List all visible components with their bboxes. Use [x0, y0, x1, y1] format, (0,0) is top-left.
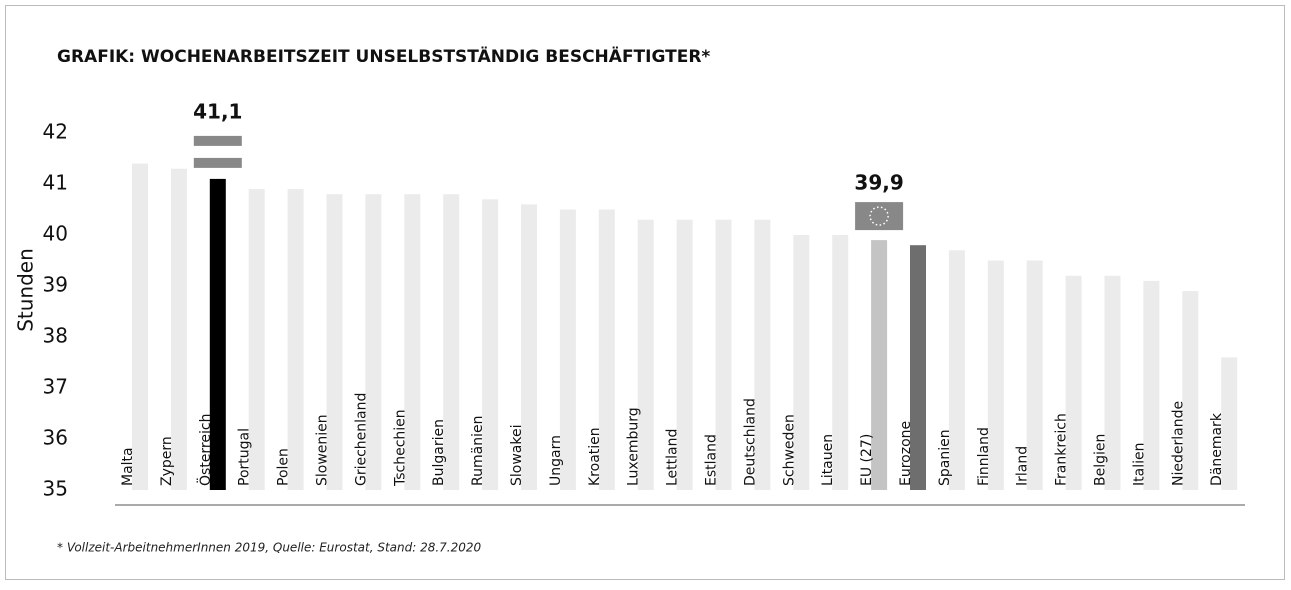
- bar: [248, 189, 265, 490]
- bar: [1065, 275, 1082, 490]
- bar: [559, 209, 576, 490]
- x-tick-label: Niederlande: [1170, 401, 1186, 486]
- value-label: 41,1: [193, 99, 242, 123]
- x-tick-label: Eurozone: [898, 421, 914, 486]
- flag-stripe: [193, 157, 242, 168]
- bar: [832, 235, 849, 490]
- x-tick-label: Irland: [1015, 446, 1031, 486]
- eu-flag: [855, 202, 904, 231]
- x-tick-label: Belgien: [1093, 434, 1109, 486]
- bar: [482, 199, 499, 491]
- y-tick-label: 42: [43, 120, 68, 144]
- x-tick-label: Estland: [704, 434, 720, 486]
- y-tick-label: 40: [43, 222, 68, 246]
- x-tick-label: Litauen: [820, 434, 836, 486]
- flag-stripe: [193, 135, 242, 146]
- bar: [1104, 275, 1121, 490]
- x-tick-label: Griechenland: [353, 393, 369, 486]
- x-tick-label: Frankreich: [1054, 413, 1070, 486]
- bar: [910, 245, 926, 490]
- footnote: * Vollzeit-ArbeitnehmerInnen 2019, Quell…: [57, 541, 482, 555]
- bar: [793, 235, 810, 490]
- bar: [132, 163, 148, 490]
- bar: [676, 219, 693, 490]
- bar: [715, 219, 732, 490]
- x-tick-label: Bulgarien: [431, 419, 447, 486]
- x-tick-label: Lettland: [665, 429, 681, 486]
- bar: [521, 204, 537, 490]
- bar: [871, 240, 888, 490]
- x-tick-label: Kroatien: [587, 427, 603, 486]
- x-tick-label: Polen: [276, 448, 292, 486]
- x-tick-label: Luxemburg: [626, 407, 642, 486]
- x-tick-label: Rumänien: [470, 416, 486, 486]
- x-tick-label: Schweden: [781, 414, 797, 486]
- bar: [948, 250, 965, 490]
- y-tick-label: 39: [43, 273, 68, 297]
- y-tick-label: 35: [43, 477, 68, 501]
- x-tick-label: Dänemark: [1209, 412, 1225, 486]
- bar: [598, 209, 615, 490]
- chart-title: GRAFIK: WOCHENARBEITSZEIT UNSELBSTSTÄNDI…: [57, 45, 710, 67]
- x-tick-label: Finnland: [976, 427, 992, 486]
- x-tick-label: Slowakei: [509, 425, 525, 486]
- x-tick-label: Ungarn: [548, 435, 564, 486]
- bar: [1221, 357, 1238, 490]
- y-axis-label: Stunden: [14, 248, 38, 332]
- x-tick-label: EU (27): [859, 434, 875, 486]
- y-tick-label: 36: [43, 426, 68, 450]
- bar: [170, 168, 187, 490]
- y-tick-label: 41: [43, 171, 68, 195]
- bar: [1143, 280, 1160, 490]
- y-tick-label: 37: [43, 375, 68, 399]
- value-label: 39,9: [854, 171, 903, 195]
- bar: [1182, 291, 1199, 490]
- x-tick-label: Österreich: [196, 414, 214, 486]
- x-tick-label: Deutschland: [742, 398, 758, 486]
- bar: [987, 260, 1004, 490]
- x-tick-label: Slowenien: [315, 414, 331, 486]
- bar: [443, 194, 460, 490]
- x-tick-label: Spanien: [937, 429, 953, 486]
- bar: [365, 194, 382, 490]
- x-tick-label: Tschechien: [392, 409, 408, 487]
- x-tick-label: Portugal: [237, 428, 253, 486]
- x-tick-label: Zypern: [159, 436, 175, 486]
- x-tick-label: Malta: [120, 447, 136, 486]
- eu-stars: [869, 206, 889, 226]
- bar: [1026, 260, 1043, 490]
- x-tick-label: Italien: [1131, 443, 1147, 486]
- bar: [326, 194, 343, 490]
- bar: [287, 189, 304, 490]
- y-tick-label: 38: [43, 324, 68, 348]
- bar: [754, 219, 771, 490]
- bar: [404, 194, 421, 490]
- bar: [209, 178, 226, 490]
- bar: [637, 219, 654, 490]
